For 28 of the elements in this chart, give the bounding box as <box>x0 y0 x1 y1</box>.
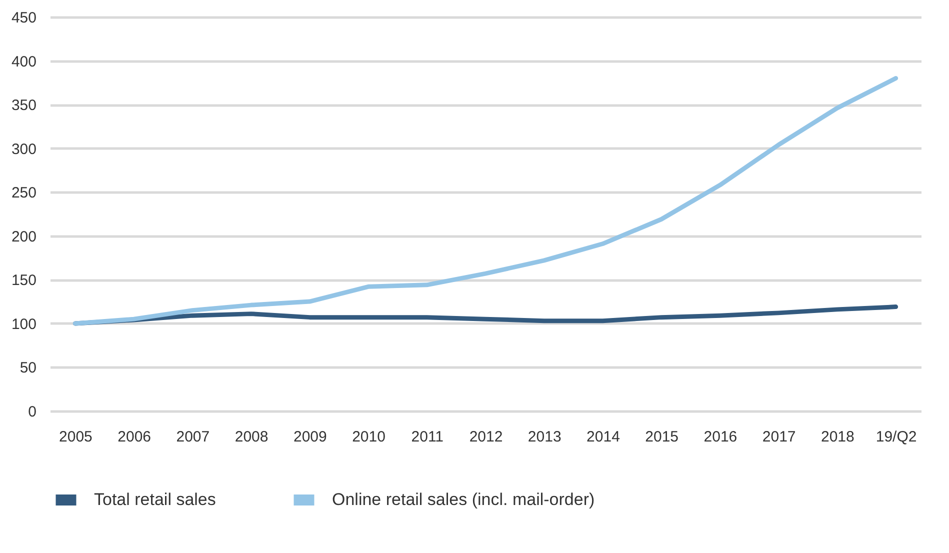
x-tick-label: 2009 <box>293 428 327 446</box>
x-tick-label: 2015 <box>645 428 679 446</box>
x-tick-label: 2011 <box>411 428 444 446</box>
y-tick-label: 450 <box>11 10 36 26</box>
y-tick-label: 250 <box>11 184 36 202</box>
y-tick-label: 300 <box>11 140 36 158</box>
x-tick-label: 19/Q2 <box>876 428 917 446</box>
y-tick-label: 200 <box>11 228 36 246</box>
y-tick-label: 150 <box>11 272 36 290</box>
x-tick-label: 2012 <box>469 428 503 446</box>
y-tick-label: 350 <box>11 97 36 114</box>
x-tick-label: 2018 <box>820 428 854 446</box>
y-tick-label: 100 <box>11 316 36 333</box>
x-tick-label: 2006 <box>118 428 152 446</box>
x-tick-label: 2013 <box>528 428 562 446</box>
x-tick-label: 2005 <box>59 428 92 446</box>
x-tick-label: 2014 <box>586 428 620 446</box>
legend-label: Total retail sales <box>94 490 216 509</box>
y-tick-label: 50 <box>20 360 36 377</box>
x-tick-label: 2007 <box>176 428 210 446</box>
y-tick-label: 0 <box>28 404 36 420</box>
x-tick-label: 2016 <box>704 428 738 446</box>
x-tick-label: 2017 <box>762 428 796 446</box>
x-tick-label: 2010 <box>352 428 386 446</box>
legend-label: Online retail sales (incl. mail-order) <box>332 490 595 509</box>
y-tick-label: 400 <box>11 53 36 70</box>
x-tick-label: 2008 <box>234 428 268 446</box>
line-series <box>72 76 898 326</box>
